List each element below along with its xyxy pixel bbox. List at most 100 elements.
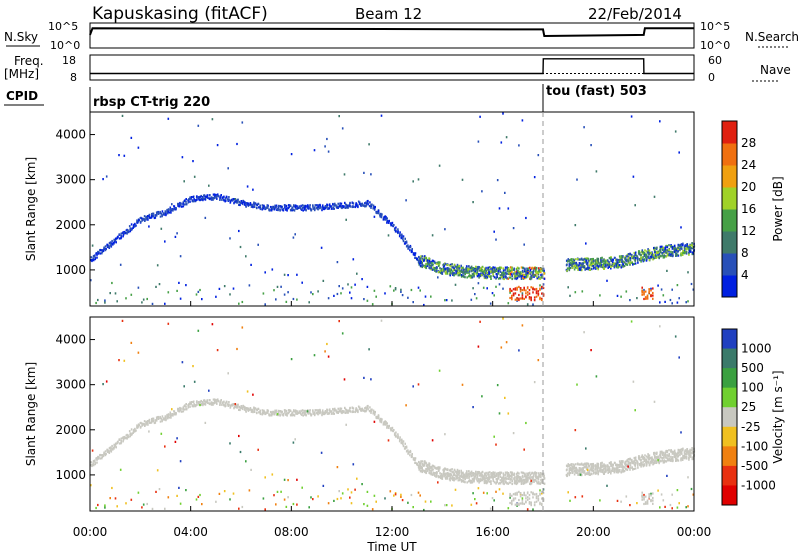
range-cell [691,447,693,450]
range-cell [336,261,339,264]
range-cell [352,202,355,205]
range-cell [479,479,482,483]
range-cell [533,296,536,299]
range-cell [321,411,324,414]
range-cell [518,490,520,493]
range-cell [439,472,441,475]
range-cell [502,479,505,482]
range-cell [418,468,421,471]
range-cell [608,262,611,265]
range-cell [400,439,403,442]
range-cell [631,256,634,260]
range-cell [518,285,520,288]
range-cell [661,454,664,457]
range-cell [227,199,229,202]
range-cell [437,261,440,264]
range-cell [344,406,346,409]
range-cell [120,441,123,444]
range-cell [154,419,157,422]
range-cell [214,194,216,197]
range-cell [264,207,266,210]
range-cell [373,289,376,292]
range-cell [537,273,540,276]
range-cell [414,254,416,257]
range-cell [585,463,587,466]
range-cell [299,411,302,414]
range-cell [507,272,510,275]
range-cell [249,202,252,205]
range-cell [535,500,538,503]
range-cell [400,290,402,293]
range-cell [486,287,488,290]
range-cell [574,496,577,499]
range-cell [338,285,340,288]
range-cell [245,205,247,208]
range-cell [494,474,496,477]
range-cell [257,202,260,205]
range-cell [404,442,406,445]
range-cell [170,209,172,213]
range-cell [655,255,658,258]
range-cell [276,208,279,211]
range-cell [154,421,157,424]
range-cell [451,272,454,275]
range-cell [520,477,523,480]
range-cell [312,498,314,501]
range-cell [631,255,633,258]
range-cell [92,259,95,262]
range-cell [643,464,645,467]
range-cell [657,489,659,492]
range-cell [482,272,485,275]
range-cell [615,471,618,474]
range-cell [166,413,168,417]
range-cell [528,289,531,292]
range-cell [652,461,655,464]
range-cell [285,208,287,211]
power-ytick-4000: 4000 [55,128,86,142]
range-cell [152,212,154,215]
range-cell [287,479,289,482]
range-cell [659,506,661,509]
range-cell [471,481,473,484]
range-cell [587,473,590,476]
range-cell [607,469,609,472]
range-cell [618,465,621,469]
range-cell [587,464,590,467]
range-cell [526,472,528,475]
range-cell [617,258,619,262]
range-cell [238,406,240,409]
range-cell [477,282,480,285]
range-cell [312,293,314,296]
range-cell [511,266,513,269]
range-cell [373,206,376,209]
range-cell [185,403,187,406]
range-cell [308,411,311,414]
range-cell [185,198,187,201]
range-cell [426,261,429,264]
range-cell [402,443,404,446]
range-cell [377,209,380,213]
range-cell [457,479,460,482]
range-cell [689,449,692,452]
range-cell [622,256,624,259]
range-cell [629,464,632,467]
range-cell [197,124,200,127]
range-cell [580,266,582,269]
range-cell [417,178,420,181]
range-cell [369,409,372,413]
range-cell [643,297,645,301]
range-cell [294,206,296,209]
range-cell [535,473,537,476]
range-cell [437,263,439,266]
range-cell [431,234,434,237]
range-cell [486,476,488,479]
range-cell [370,204,373,208]
range-cell [648,493,650,496]
range-cell [352,410,355,413]
range-cell [576,472,579,475]
range-cell [691,451,694,454]
range-cell [319,204,321,207]
range-cell [324,350,326,353]
range-cell [305,205,307,208]
range-cell [229,293,231,296]
